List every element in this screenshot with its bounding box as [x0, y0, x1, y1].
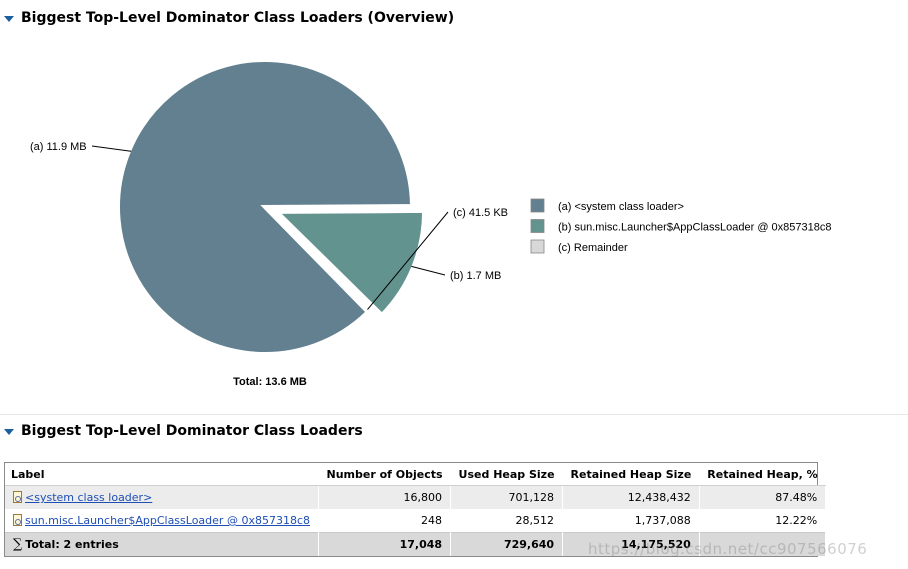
total-retained-heap-cell: 14,175,520 — [562, 532, 700, 556]
retained-heap-cell: 1,737,088 — [562, 509, 700, 533]
pie-label-c: (c) 41.5 KB — [453, 207, 508, 219]
row-link[interactable]: sun.misc.Launcher$AppClassLoader @ 0x857… — [25, 514, 310, 527]
total-label-cell: ∑ Total: 2 entries — [5, 532, 319, 556]
retained-heap-cell: 12,438,432 — [562, 485, 700, 509]
leader-line-c — [367, 211, 449, 310]
legend-swatch-b — [530, 219, 545, 233]
legend-entry-c: (c) Remainder — [558, 242, 628, 254]
total-label: Total: 2 entries — [25, 538, 119, 551]
pie-label-b: (b) 1.7 MB — [450, 270, 501, 282]
objects-cell: 16,800 — [318, 485, 452, 509]
leader-line-b — [411, 265, 446, 276]
used-heap-cell: 701,128 — [450, 485, 564, 509]
retained-percent-cell: 12.22% — [699, 509, 827, 533]
used-heap-cell: 28,512 — [450, 509, 564, 533]
total-percent-cell — [699, 532, 827, 556]
retained-percent-cell: 87.48% — [699, 485, 827, 509]
row-label-cell: <system class loader> — [5, 485, 319, 509]
objects-cell: 248 — [318, 509, 452, 533]
pie-label-a: (a) 11.9 MB — [30, 141, 87, 153]
class-loader-icon — [13, 514, 22, 526]
table-section-title: Biggest Top-Level Dominator Class Loader… — [21, 423, 363, 439]
total-row: ∑ Total: 2 entries 17,048 729,640 14,175,… — [5, 532, 827, 556]
column-header-objects[interactable]: Number of Objects — [318, 463, 451, 486]
table-header-row: Label Number of Objects Used Heap Size R… — [5, 463, 826, 486]
pie-slice-c[interactable] — [263, 205, 373, 315]
class-loader-icon — [13, 491, 22, 503]
overview-section-header[interactable]: Biggest Top-Level Dominator Class Loader… — [4, 10, 454, 26]
row-link[interactable]: <system class loader> — [25, 491, 153, 504]
column-header-label[interactable]: Label — [5, 463, 319, 486]
column-header-retained-percent[interactable]: Retained Heap, % — [699, 463, 826, 486]
legend-swatch-c — [530, 239, 545, 254]
table-row[interactable]: sun.misc.Launcher$AppClassLoader @ 0x857… — [5, 509, 827, 533]
pie-total-label: Total: 13.6 MB — [233, 376, 307, 388]
row-label-cell: sun.misc.Launcher$AppClassLoader @ 0x857… — [5, 509, 319, 533]
table-row[interactable]: <system class loader> 16,800 701,128 12,… — [5, 485, 827, 509]
column-header-retained-heap[interactable]: Retained Heap Size — [562, 463, 700, 486]
legend-entry-b: (b) sun.misc.Launcher$AppClassLoader @ 0… — [558, 222, 832, 234]
section-divider — [0, 414, 908, 415]
leader-line-a — [91, 145, 132, 152]
table-section-header[interactable]: Biggest Top-Level Dominator Class Loader… — [4, 423, 363, 439]
class-loader-table: Label Number of Objects Used Heap Size R… — [4, 462, 827, 557]
pie-chart: (a) 11.9 MB (b) 1.7 MB (c) 41.5 KB (a) <sy… — [30, 58, 832, 388]
total-objects-cell: 17,048 — [318, 532, 452, 556]
total-used-heap-cell: 729,640 — [450, 532, 564, 556]
overview-title: Biggest Top-Level Dominator Class Loader… — [21, 10, 455, 26]
legend-swatch-a — [530, 198, 545, 213]
collapse-triangle-icon[interactable] — [4, 428, 14, 435]
column-header-used-heap[interactable]: Used Heap Size — [450, 463, 563, 486]
legend-entry-a: (a) <system class loader> — [558, 201, 684, 213]
collapse-triangle-icon[interactable] — [4, 15, 14, 22]
sigma-icon: ∑ — [13, 537, 23, 552]
